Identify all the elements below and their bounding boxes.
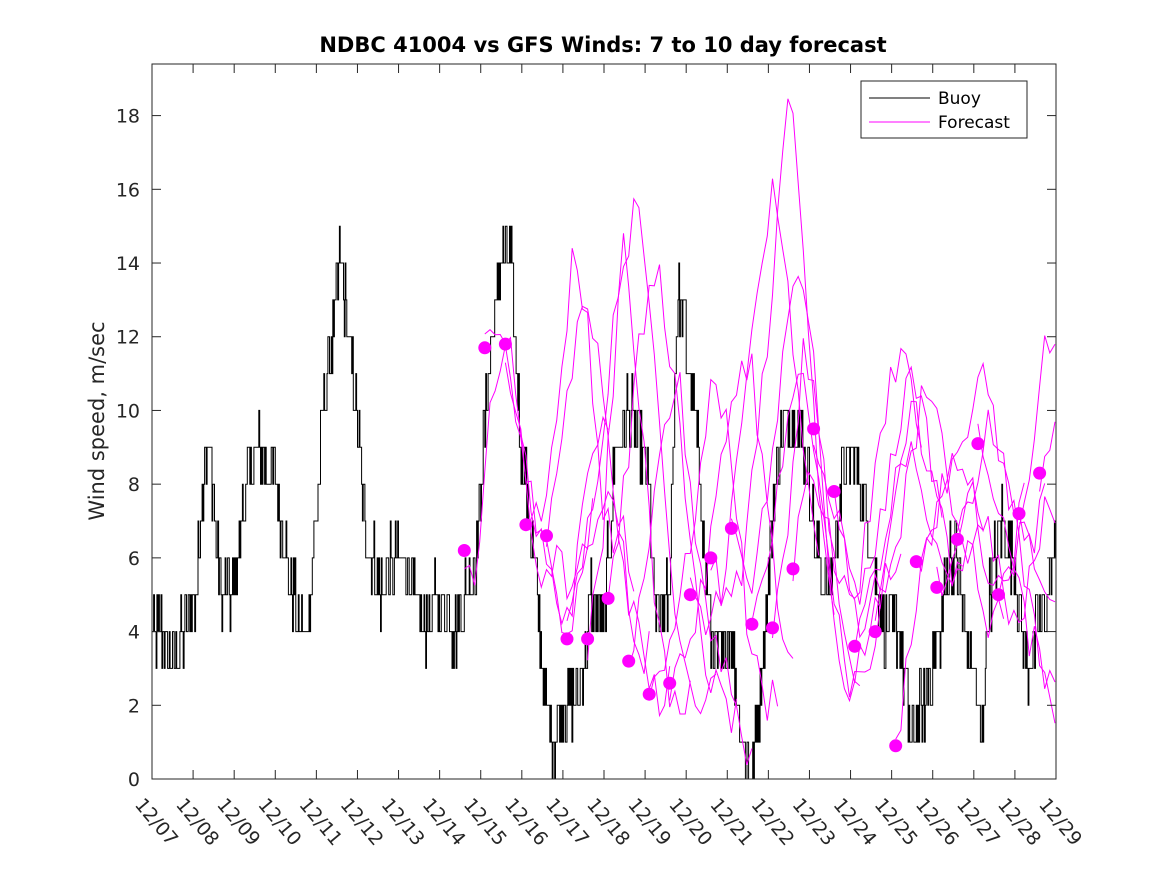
y-tick-label: 12 bbox=[116, 327, 140, 349]
forecast-point-0 bbox=[457, 544, 471, 557]
forecast-point-19 bbox=[848, 639, 862, 653]
legend: Buoy Forecast bbox=[860, 80, 1028, 139]
forecast-point-7 bbox=[601, 591, 615, 605]
forecast-series-line-14 bbox=[751, 372, 881, 698]
forecast-point-18 bbox=[827, 485, 841, 498]
y-tick-label: 2 bbox=[128, 695, 140, 717]
forecast-series-line-2 bbox=[504, 362, 635, 635]
forecast-series-line-7 bbox=[607, 264, 737, 733]
chart-title: NDBC 41004 vs GFS Winds: 7 to 10 day for… bbox=[319, 33, 886, 57]
forecast-series-line-27 bbox=[1018, 521, 1056, 603]
forecast-point-4 bbox=[540, 529, 553, 543]
legend-buoy-label: Buoy bbox=[938, 89, 981, 109]
forecast-series-line-25 bbox=[977, 423, 1056, 689]
forecast-series-line-8 bbox=[628, 372, 753, 765]
y-tick-label: 10 bbox=[116, 400, 140, 422]
forecast-point-11 bbox=[683, 588, 697, 602]
forecast-point-15 bbox=[766, 621, 779, 635]
forecast-point-9 bbox=[642, 687, 656, 701]
forecast-series-line-0 bbox=[464, 345, 594, 601]
forecast-series-line-24 bbox=[956, 409, 1056, 724]
forecast-series-line-12 bbox=[710, 98, 835, 615]
legend-forecast-label: Forecast bbox=[938, 113, 1010, 133]
y-axis-label: Wind speed, m/sec bbox=[85, 321, 109, 520]
forecast-series-line-23 bbox=[936, 480, 1056, 626]
forecast-point-24 bbox=[950, 532, 964, 546]
forecast-point-23 bbox=[930, 580, 944, 594]
forecast-point-10 bbox=[663, 676, 677, 690]
y-tick-label: 16 bbox=[116, 179, 140, 201]
forecast-point-1 bbox=[478, 341, 492, 355]
forecast-point-20 bbox=[868, 625, 882, 639]
forecast-point-8 bbox=[622, 654, 636, 668]
forecast-point-5 bbox=[560, 632, 574, 646]
forecast-series-line-20 bbox=[874, 385, 1005, 638]
forecast-point-26 bbox=[992, 588, 1005, 602]
y-tick-label: 14 bbox=[116, 253, 140, 275]
forecast-series-line-18 bbox=[833, 400, 963, 639]
forecast-point-12 bbox=[704, 551, 718, 565]
buoy-series-line bbox=[152, 225, 1056, 779]
forecast-series-line-11 bbox=[689, 178, 820, 636]
forecast-series-line-5 bbox=[566, 233, 691, 715]
forecast-point-25 bbox=[971, 437, 985, 451]
forecast-series-line-22 bbox=[915, 361, 1046, 573]
forecast-point-21 bbox=[889, 739, 903, 753]
y-tick-label: 0 bbox=[128, 769, 140, 791]
legend-box bbox=[860, 80, 1028, 139]
forecast-point-2 bbox=[498, 337, 512, 351]
forecast-series-line-13 bbox=[730, 275, 861, 703]
forecast-series-line-19 bbox=[854, 441, 984, 650]
forecast-series-line-26 bbox=[998, 335, 1056, 596]
forecast-series-line-21 bbox=[895, 453, 1025, 740]
forecast-point-6 bbox=[581, 632, 595, 646]
forecast-series-line-9 bbox=[648, 378, 779, 721]
forecast-point-13 bbox=[724, 521, 738, 535]
y-tick-label: 6 bbox=[128, 548, 140, 570]
forecast-point-14 bbox=[745, 617, 759, 631]
forecast-point-16 bbox=[786, 562, 800, 576]
forecast-point-17 bbox=[807, 422, 821, 436]
forecast-series-line-10 bbox=[669, 353, 794, 701]
y-tick-label: 18 bbox=[116, 106, 140, 128]
y-tick-label: 4 bbox=[128, 622, 140, 644]
forecast-point-28 bbox=[1033, 466, 1047, 480]
forecast-point-27 bbox=[1012, 507, 1026, 521]
forecast-series-line-6 bbox=[587, 197, 717, 715]
forecast-point-3 bbox=[519, 518, 533, 532]
forecast-point-22 bbox=[909, 555, 923, 569]
y-tick-label: 8 bbox=[128, 474, 140, 496]
